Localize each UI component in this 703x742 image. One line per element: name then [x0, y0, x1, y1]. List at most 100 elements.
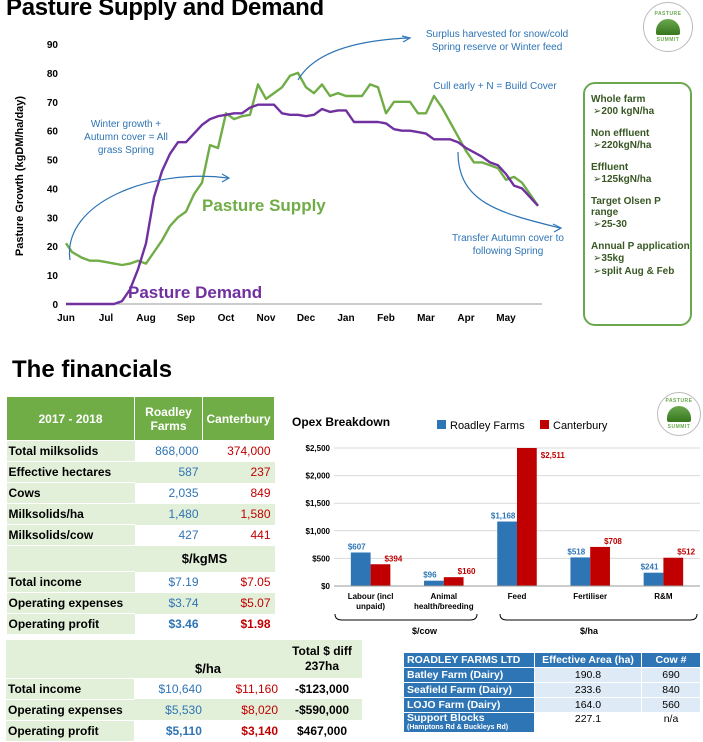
bracket-ha — [499, 613, 698, 621]
panel-item: split Aug & Feb — [593, 265, 690, 278]
panel-heading: Annual P application — [591, 241, 690, 252]
row-label: Cows — [6, 482, 135, 504]
roadley-value: $10,640 — [134, 678, 206, 699]
table-header-canterbury: Canterbury — [202, 396, 275, 441]
category-label: Feed — [508, 592, 527, 601]
farm-name: Batley Farm (Dairy) — [403, 667, 535, 683]
bar-value-label: $607 — [348, 542, 366, 551]
canterbury-value: $7.05 — [202, 571, 275, 593]
row-label: Total milksolids — [6, 440, 135, 462]
farm-name: LOJO Farm (Dairy) — [403, 697, 535, 713]
row-label: Operating profit — [6, 613, 135, 635]
y-axis-label: Pasture Growth (kgDM/ha/day) — [14, 96, 26, 256]
bar — [590, 546, 610, 586]
farm-header-cows: Cow # — [641, 652, 701, 668]
x-tick-label: Mar — [417, 313, 435, 324]
row-label: Milksolids/ha — [6, 503, 135, 525]
row-label: Total income — [6, 571, 135, 593]
panel-item: 25-30 — [593, 218, 690, 231]
bar — [443, 577, 464, 586]
group-label-cow: $/cow — [412, 626, 438, 636]
panel-heading: Target Olsen P range — [591, 196, 661, 218]
y-tick-label: 70 — [47, 98, 59, 109]
table-row: Seafield Farm (Dairy) 233.6 840 — [403, 682, 701, 698]
arrow-transfer — [457, 151, 561, 229]
roadley-value: 2,035 — [134, 482, 203, 504]
row-label: Milksolids/cow — [6, 524, 135, 546]
diff-value: -$590,000 — [282, 699, 362, 720]
bar-value-label: $2,511 — [541, 451, 566, 460]
fertiliser-panel: Whole farm 200 kgN/ha Non effluent 220kg… — [583, 82, 692, 326]
series-label-demand: Pasture Demand — [128, 283, 263, 302]
farm-cows: 840 — [641, 682, 701, 698]
arrowhead-surplus — [401, 35, 412, 43]
farm-area: 233.6 — [534, 682, 642, 698]
row-label: Operating profit — [6, 720, 134, 742]
table-row: Effective hectares 587 237 — [6, 461, 275, 483]
table-row: Operating expenses $3.74 $5.07 — [6, 592, 275, 614]
bar-value-label: $96 — [423, 571, 437, 580]
table-row: Batley Farm (Dairy) 190.8 690 — [403, 667, 701, 683]
pasture-line-chart: 0 10 20 30 40 50 60 70 80 90 Jun Jul Aug Sep Oct Nov Dec… — [14, 35, 563, 324]
y-tick-label: $0 — [321, 582, 330, 591]
table-row: Operating profit $5,110 $3,140 $467,000 — [6, 720, 362, 742]
y-tick-label: $500 — [312, 554, 330, 563]
arrow-winter — [68, 175, 229, 261]
annotation-winter: Winter growth + Autumn cover = All grass… — [84, 119, 168, 156]
opex-bar-chart: Opex Breakdown Roadley Farms Canterbury … — [292, 415, 700, 636]
unit-kgms: $/kgMS — [134, 545, 275, 572]
table-row: Operating profit $3.46 $1.98 — [6, 613, 275, 635]
y-tick-label: 30 — [47, 213, 59, 224]
canterbury-value: $3,140 — [205, 720, 282, 741]
table-row: Support Blocks (Hamptons Rd & Buckleys R… — [403, 712, 701, 733]
bar-value-label: $160 — [458, 567, 476, 576]
bar — [570, 557, 591, 586]
y-tick-label: $2,000 — [306, 472, 331, 481]
panel-heading: Whole farm — [591, 94, 646, 105]
financials-per-ha-table: $/ha Total $ diff 237ha Total income $10,… — [6, 640, 362, 742]
bar — [350, 552, 371, 586]
legend-swatch-roadley — [437, 420, 446, 429]
row-label: Operating expenses — [6, 592, 135, 614]
bar — [497, 521, 517, 586]
y-tick-label: 90 — [47, 40, 59, 51]
canterbury-value: $1.98 — [202, 613, 275, 635]
roadley-value: $7.19 — [134, 571, 203, 593]
canterbury-value: 374,000 — [202, 440, 275, 462]
x-tick-label: Apr — [457, 313, 474, 324]
support-area: 227.1 — [534, 712, 642, 733]
y-tick-label: 80 — [47, 69, 59, 80]
farm-table: ROADLEY FARMS LTD Effective Area (ha) Co… — [403, 652, 701, 733]
x-tick-label: Jun — [57, 313, 75, 324]
x-tick-label: Jul — [99, 313, 114, 324]
annotation-cull: Cull early + N = Build Cover — [433, 81, 557, 92]
canterbury-value: 237 — [202, 461, 275, 483]
roadley-value: 587 — [134, 461, 203, 483]
farm-area: 190.8 — [534, 667, 642, 683]
pasture-summit-logo-2: PASTURE SUMMIT — [657, 392, 701, 436]
row-label: Operating expenses — [6, 699, 134, 721]
x-tick-label: Feb — [377, 313, 395, 324]
legend-swatch-canterbury — [540, 420, 549, 429]
canterbury-value: $5.07 — [202, 592, 275, 614]
x-tick-label: Sep — [177, 313, 195, 324]
row-label: Total income — [6, 678, 134, 700]
y-tick-label: 10 — [47, 271, 59, 282]
x-tick-label: Jan — [337, 313, 354, 324]
annotation-surplus: Surplus harvested for snow/cold Spring r… — [425, 29, 569, 53]
canterbury-value: $8,020 — [205, 699, 282, 720]
roadley-value: $3.74 — [134, 592, 203, 614]
table-row: Milksolids/ha 1,480 1,580 — [6, 503, 275, 525]
logo-text-bottom-2: SUMMIT — [667, 424, 691, 430]
roadley-value: $3.46 — [134, 613, 203, 635]
table-header-roadley: Roadley Farms — [134, 396, 203, 441]
y-tick-label: 0 — [52, 300, 58, 311]
table-row: Total income $10,640 $11,160 -$123,000 — [6, 678, 362, 700]
bar-value-label: $512 — [677, 548, 695, 557]
bar — [663, 557, 684, 586]
x-tick-label: Nov — [257, 313, 276, 324]
table-row: Milksolids/cow 427 441 — [6, 524, 275, 546]
legend-roadley: Roadley Farms — [450, 420, 525, 432]
roadley-value: $5,110 — [134, 720, 206, 741]
logo-text-bottom: SUMMIT — [656, 37, 680, 43]
